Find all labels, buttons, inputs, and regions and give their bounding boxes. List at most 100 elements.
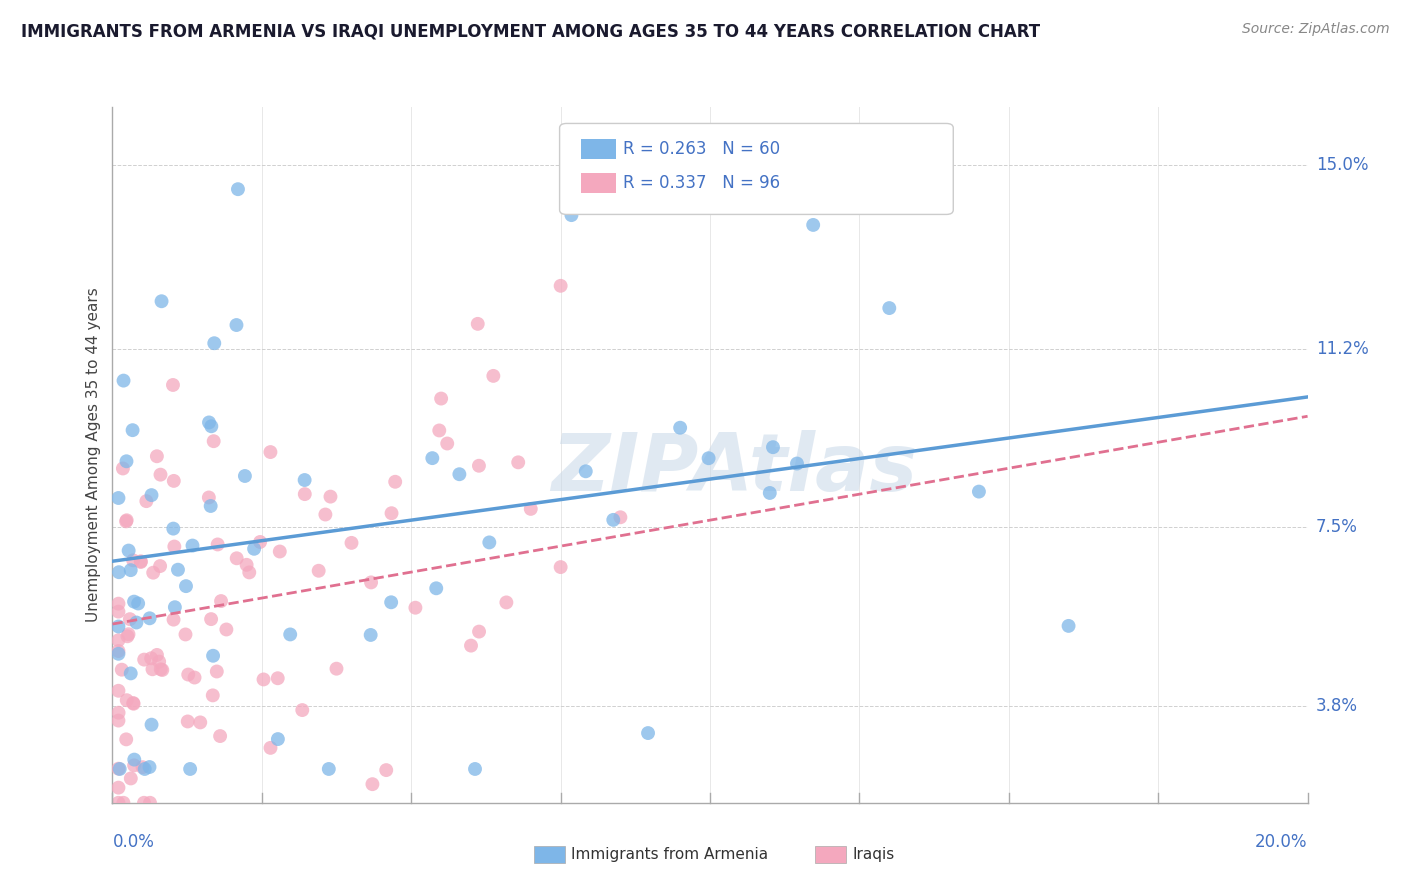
Point: [198, 491, 221, 505]
Point: [243, 541, 266, 556]
Point: [107, 780, 129, 795]
Point: [468, 624, 491, 639]
Point: [314, 508, 336, 522]
Point: [404, 600, 426, 615]
Point: [520, 502, 543, 516]
Point: [122, 594, 145, 608]
Point: [575, 464, 598, 478]
Point: [209, 594, 232, 608]
Text: 3.8%: 3.8%: [1316, 698, 1358, 715]
Point: [134, 652, 156, 666]
Point: [319, 490, 342, 504]
Point: [267, 732, 290, 747]
Point: [163, 474, 186, 488]
Point: [149, 662, 172, 676]
Point: [179, 762, 201, 776]
Point: [177, 667, 200, 681]
Point: [117, 543, 139, 558]
Point: [468, 458, 491, 473]
Point: [125, 615, 148, 630]
Point: [107, 491, 129, 505]
Point: [138, 760, 160, 774]
Point: [482, 368, 505, 383]
Point: [127, 597, 149, 611]
Point: [267, 671, 290, 685]
Point: [112, 374, 135, 388]
Point: [107, 644, 129, 658]
Point: [550, 278, 572, 293]
Point: [142, 566, 165, 580]
Point: [226, 182, 249, 196]
Point: [602, 513, 624, 527]
Point: [162, 613, 184, 627]
Point: [163, 540, 186, 554]
Point: [115, 732, 138, 747]
Point: [118, 612, 141, 626]
Point: [200, 419, 222, 434]
Point: [877, 301, 901, 315]
Text: Source: ZipAtlas.com: Source: ZipAtlas.com: [1241, 22, 1389, 37]
Point: [122, 696, 145, 710]
Point: [202, 648, 225, 663]
Point: [233, 469, 256, 483]
Point: [759, 486, 782, 500]
Point: [115, 454, 138, 468]
Point: [361, 777, 384, 791]
Point: [115, 693, 138, 707]
Point: [131, 760, 153, 774]
Text: R = 0.337   N = 96: R = 0.337 N = 96: [623, 174, 780, 192]
Point: [202, 434, 225, 449]
Point: [430, 392, 453, 406]
Point: [148, 655, 170, 669]
Point: [188, 715, 211, 730]
Text: 0.0%: 0.0%: [112, 833, 155, 851]
Point: [121, 423, 143, 437]
Point: [225, 551, 247, 566]
Point: [427, 424, 450, 438]
Point: [112, 796, 135, 810]
Text: Immigrants from Armenia: Immigrants from Armenia: [571, 847, 768, 862]
Point: [380, 506, 402, 520]
Point: [107, 706, 129, 720]
Y-axis label: Unemployment Among Ages 35 to 44 years: Unemployment Among Ages 35 to 44 years: [86, 287, 101, 623]
Point: [637, 726, 659, 740]
Point: [174, 627, 197, 641]
Point: [669, 421, 692, 435]
Point: [139, 796, 162, 810]
Point: [141, 651, 163, 665]
Point: [150, 294, 173, 309]
Text: 11.2%: 11.2%: [1316, 340, 1368, 358]
Point: [149, 559, 172, 574]
Point: [786, 457, 808, 471]
Point: [294, 473, 316, 487]
Point: [146, 449, 169, 463]
Point: [115, 514, 138, 528]
Point: [146, 648, 169, 662]
Point: [495, 595, 517, 609]
Point: [550, 560, 572, 574]
Point: [167, 563, 190, 577]
Point: [278, 627, 301, 641]
Point: [449, 467, 471, 482]
Point: [122, 697, 145, 711]
Text: 7.5%: 7.5%: [1316, 518, 1358, 536]
Point: [181, 539, 204, 553]
Point: [122, 753, 145, 767]
Point: [252, 673, 274, 687]
Point: [697, 451, 720, 466]
Point: [122, 553, 145, 567]
Point: [141, 717, 163, 731]
Point: [259, 445, 281, 459]
Point: [318, 762, 340, 776]
Point: [238, 566, 260, 580]
Point: [150, 663, 173, 677]
Point: [249, 535, 271, 549]
Point: [967, 484, 990, 499]
Point: [384, 475, 406, 489]
Point: [107, 683, 129, 698]
Point: [162, 522, 184, 536]
Point: [162, 378, 184, 392]
Point: [108, 565, 131, 579]
Point: [380, 595, 402, 609]
Point: [207, 537, 229, 551]
